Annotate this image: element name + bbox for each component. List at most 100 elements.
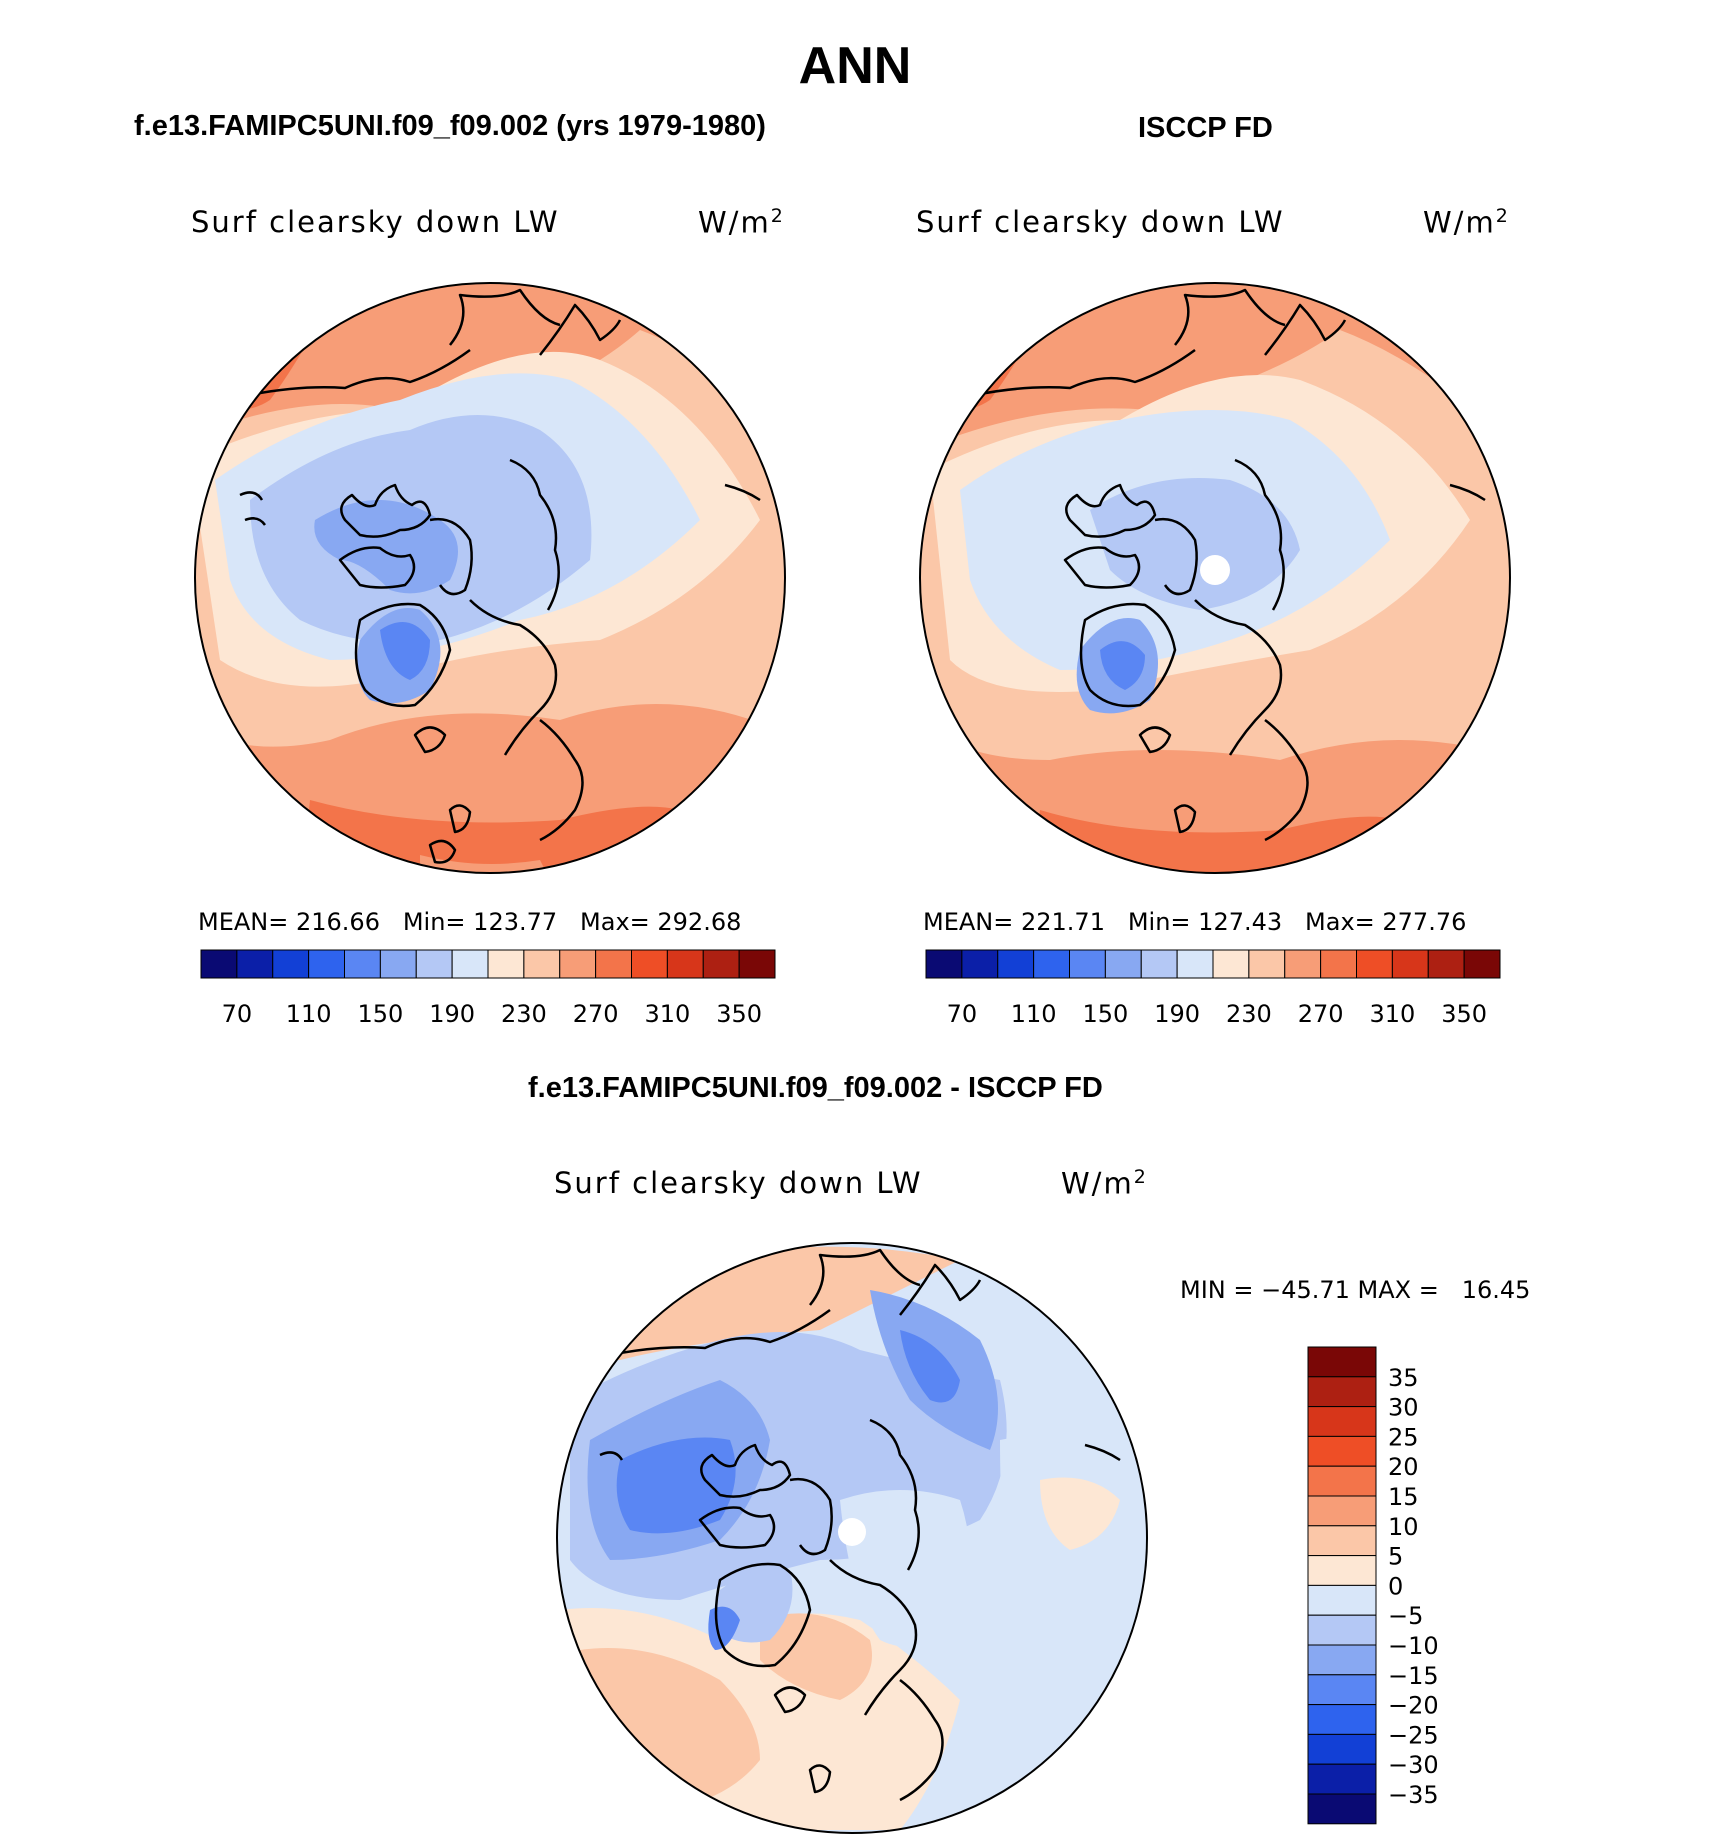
colorbar-model-swatch [595, 949, 632, 979]
colorbar-model-swatch [559, 949, 597, 979]
colorbar-obs-tick-label: 110 [1011, 1000, 1057, 1028]
colorbar-obs-swatch [1140, 949, 1178, 979]
colorbar-diff-swatch [1307, 1704, 1377, 1735]
diff-units: W/m2 [1061, 1166, 1148, 1201]
colorbar-diff-tick-label: 0 [1388, 1572, 1403, 1600]
map-obs-border [919, 282, 1511, 874]
colorbar-diff-swatch [1307, 1406, 1377, 1437]
colorbar-model-swatch [666, 949, 704, 979]
panel1-title: f.e13.FAMIPC5UNI.f09_f09.002 (yrs 1979-1… [134, 110, 766, 142]
panel2-units-sup: 2 [1495, 205, 1510, 227]
panel2-stats: MEAN= 221.71 Min= 127.43 Max= 277.76 [923, 908, 1467, 936]
diff-stats: MIN = −45.71 MAX = 16.45 [1180, 1276, 1531, 1304]
colorbar-model-tick-label: 150 [357, 1000, 403, 1028]
diff-title: f.e13.FAMIPC5UNI.f09_f09.002 - ISCCP FD [528, 1072, 1103, 1104]
colorbar-obs-tick-label: 310 [1369, 1000, 1415, 1028]
panel2-units-text: W/m [1423, 205, 1496, 240]
colorbar-obs-swatch [1176, 949, 1214, 979]
panel1-stats: MEAN= 216.66 Min= 123.77 Max= 292.68 [198, 908, 742, 936]
colorbar-diff-swatch [1307, 1674, 1377, 1706]
colorbar-diff-swatch [1307, 1584, 1377, 1616]
colorbar-obs-swatch [1463, 949, 1501, 979]
colorbar-obs-swatch [1320, 949, 1357, 979]
colorbar-diff-swatch [1307, 1555, 1377, 1586]
colorbar-obs-tick-label: 350 [1441, 1000, 1487, 1028]
colorbar-obs-swatch [1391, 949, 1429, 979]
colorbar-diff-tick-label: −10 [1388, 1632, 1439, 1660]
page-title: ANN [798, 37, 912, 95]
colorbar-model-tick-label: 190 [429, 1000, 475, 1028]
panel2-variable: Surf clearsky down LW [916, 205, 1285, 239]
colorbar-diff-tick-label: 5 [1388, 1543, 1403, 1571]
colorbar-model-tick-label: 70 [222, 1000, 253, 1028]
colorbar-obs-tick-label: 190 [1154, 1000, 1200, 1028]
diff-variable: Surf clearsky down LW [554, 1166, 923, 1200]
panel1-units: W/m2 [698, 205, 785, 240]
colorbar-obs-swatch [1427, 949, 1465, 979]
colorbar-obs-swatch [1069, 949, 1106, 979]
map-obs-missing [1200, 555, 1230, 585]
colorbar-model-swatch [523, 949, 561, 979]
colorbar-diff-tick-label: 30 [1388, 1394, 1419, 1422]
colorbar-model-tick-label: 350 [716, 1000, 762, 1028]
colorbar-obs-swatch [1248, 949, 1286, 979]
colorbar-diff-tick-label: 10 [1388, 1513, 1419, 1541]
colorbar-diff-tick-label: 25 [1388, 1423, 1419, 1451]
colorbar-model-swatch [200, 949, 238, 979]
colorbar-diff-swatch [1307, 1763, 1377, 1795]
map-model [195, 283, 785, 873]
map-model-border [194, 282, 786, 874]
colorbar-model: 70 110 150 190 230 270 310 350 [200, 949, 776, 1028]
colorbar-diff-swatch [1307, 1435, 1377, 1467]
colorbar-model-swatch [631, 949, 668, 979]
map-diff-border [556, 1242, 1148, 1834]
diff-units-sup: 2 [1133, 1166, 1148, 1188]
map-diff-missing [838, 1518, 866, 1546]
colorbar-diff-tick-label: −5 [1388, 1602, 1423, 1630]
colorbar-obs-swatch [1212, 949, 1250, 979]
colorbar-obs-swatch [1284, 949, 1322, 979]
colorbar-diff-tick-label: 35 [1388, 1364, 1419, 1392]
colorbar-diff-tick-label: −15 [1388, 1662, 1439, 1690]
colorbar-diff-tick-label: −35 [1388, 1781, 1439, 1809]
colorbar-diff-swatch [1307, 1793, 1377, 1825]
colorbar-obs-swatch [925, 949, 963, 979]
colorbar-diff-swatch [1307, 1465, 1377, 1497]
panel2-title: ISCCP FD [1138, 112, 1273, 144]
colorbar-model-tick-label: 110 [286, 1000, 332, 1028]
colorbar-obs: 70 110 150 190 230 270 310 350 [925, 949, 1501, 1028]
panel2-units: W/m2 [1423, 205, 1510, 240]
colorbar-model-tick-label: 230 [501, 1000, 547, 1028]
colorbar-obs-tick-label: 270 [1298, 1000, 1344, 1028]
colorbar-obs-tick-label: 230 [1226, 1000, 1272, 1028]
map-diff [557, 1243, 1147, 1833]
colorbar-model-swatch [487, 949, 525, 979]
colorbar-obs-tick-label: 70 [947, 1000, 978, 1028]
colorbar-diff-tick-label: −25 [1388, 1721, 1439, 1749]
colorbar-obs-swatch [1104, 949, 1142, 979]
panel1-variable: Surf clearsky down LW [191, 205, 560, 239]
colorbar-diff-swatch [1307, 1733, 1377, 1765]
colorbar-obs-swatch [961, 949, 999, 979]
colorbar-diff-swatch [1307, 1614, 1377, 1646]
colorbar-diff-tick-label: 20 [1388, 1453, 1419, 1481]
panel1-units-sup: 2 [770, 205, 785, 227]
colorbar-model-swatch [702, 949, 740, 979]
colorbar-diff-swatch [1307, 1376, 1377, 1408]
colorbar-diff-swatch [1307, 1525, 1377, 1557]
colorbar-model-swatch [451, 949, 489, 979]
colorbar-model-swatch [415, 949, 453, 979]
colorbar-diff-swatch [1307, 1346, 1377, 1378]
colorbar-diff-swatch [1307, 1644, 1377, 1676]
panel1-units-text: W/m [698, 205, 771, 240]
colorbar-diff-tick-label: 15 [1388, 1483, 1419, 1511]
colorbar-model-swatch [236, 949, 274, 979]
colorbar-obs-tick-label: 150 [1082, 1000, 1128, 1028]
colorbar-model-tick-label: 310 [644, 1000, 690, 1028]
map-model-coast [239, 288, 761, 864]
colorbar-model-swatch [738, 949, 776, 979]
colorbar-obs-swatch [1356, 949, 1393, 979]
